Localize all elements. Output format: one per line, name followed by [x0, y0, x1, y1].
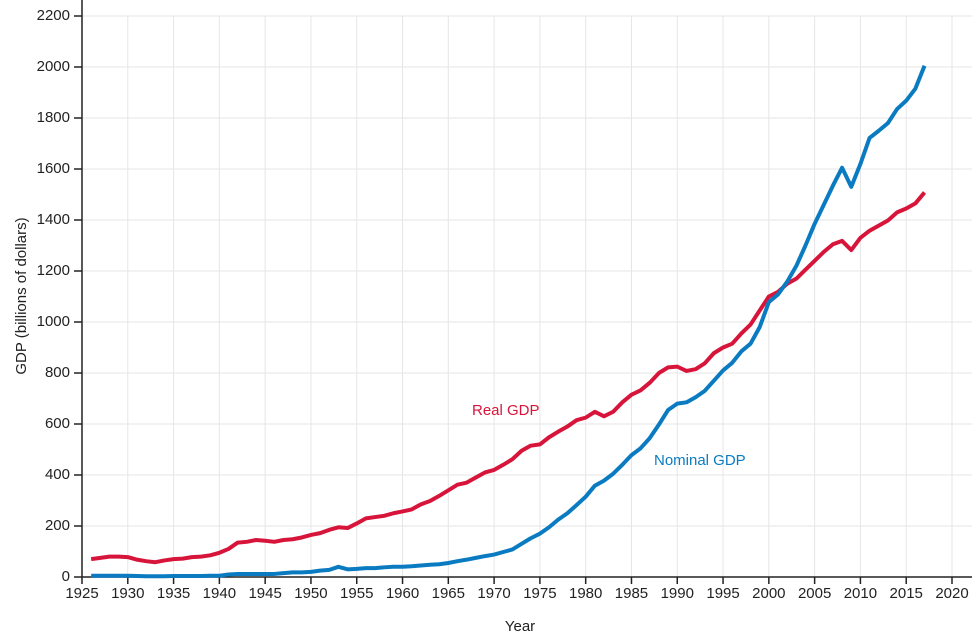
x-tick-label: 2020	[935, 585, 968, 602]
y-tick-label: 0	[62, 568, 70, 585]
x-axis-label: Year	[505, 618, 535, 635]
x-tick-label: 1970	[477, 585, 510, 602]
x-tick-label: 2005	[798, 585, 831, 602]
y-tick-label: 2200	[37, 7, 70, 24]
x-tick-label: 1950	[294, 585, 327, 602]
x-tick-label: 2000	[752, 585, 785, 602]
y-tick-label: 1800	[37, 109, 70, 126]
x-tick-label: 1935	[157, 585, 190, 602]
y-tick-label: 1200	[37, 262, 70, 279]
x-tick-label: 1995	[706, 585, 739, 602]
y-tick-label: 1400	[37, 211, 70, 228]
x-tick-label: 1965	[432, 585, 465, 602]
x-tick-label: 1930	[111, 585, 144, 602]
data-line	[91, 64, 927, 579]
y-tick-label: 200	[45, 517, 70, 534]
x-tick-label: 1960	[386, 585, 419, 602]
y-axis-label: GDP (billions of dollars)	[13, 217, 30, 374]
x-tick-label: 1990	[661, 585, 694, 602]
x-tick-label: 1940	[203, 585, 236, 602]
y-tick-label: 800	[45, 364, 70, 381]
y-tick-label: 400	[45, 466, 70, 483]
x-tick-label: 2015	[890, 585, 923, 602]
x-tick-label: 1980	[569, 585, 602, 602]
x-tick-label: 1955	[340, 585, 373, 602]
series-label: Nominal GDP	[654, 452, 746, 469]
y-tick-label: 2000	[37, 58, 70, 75]
x-tick-label: 2010	[844, 585, 877, 602]
y-tick-label: 1600	[37, 160, 70, 177]
data-line	[90, 191, 927, 565]
x-tick-label: 1925	[65, 585, 98, 602]
y-tick-label: 1000	[37, 313, 70, 330]
x-tick-label: 1945	[248, 585, 281, 602]
x-tick-label: 1975	[523, 585, 556, 602]
x-tick-label: 1985	[615, 585, 648, 602]
series-label: Real GDP	[472, 402, 540, 419]
y-tick-label: 600	[45, 415, 70, 432]
